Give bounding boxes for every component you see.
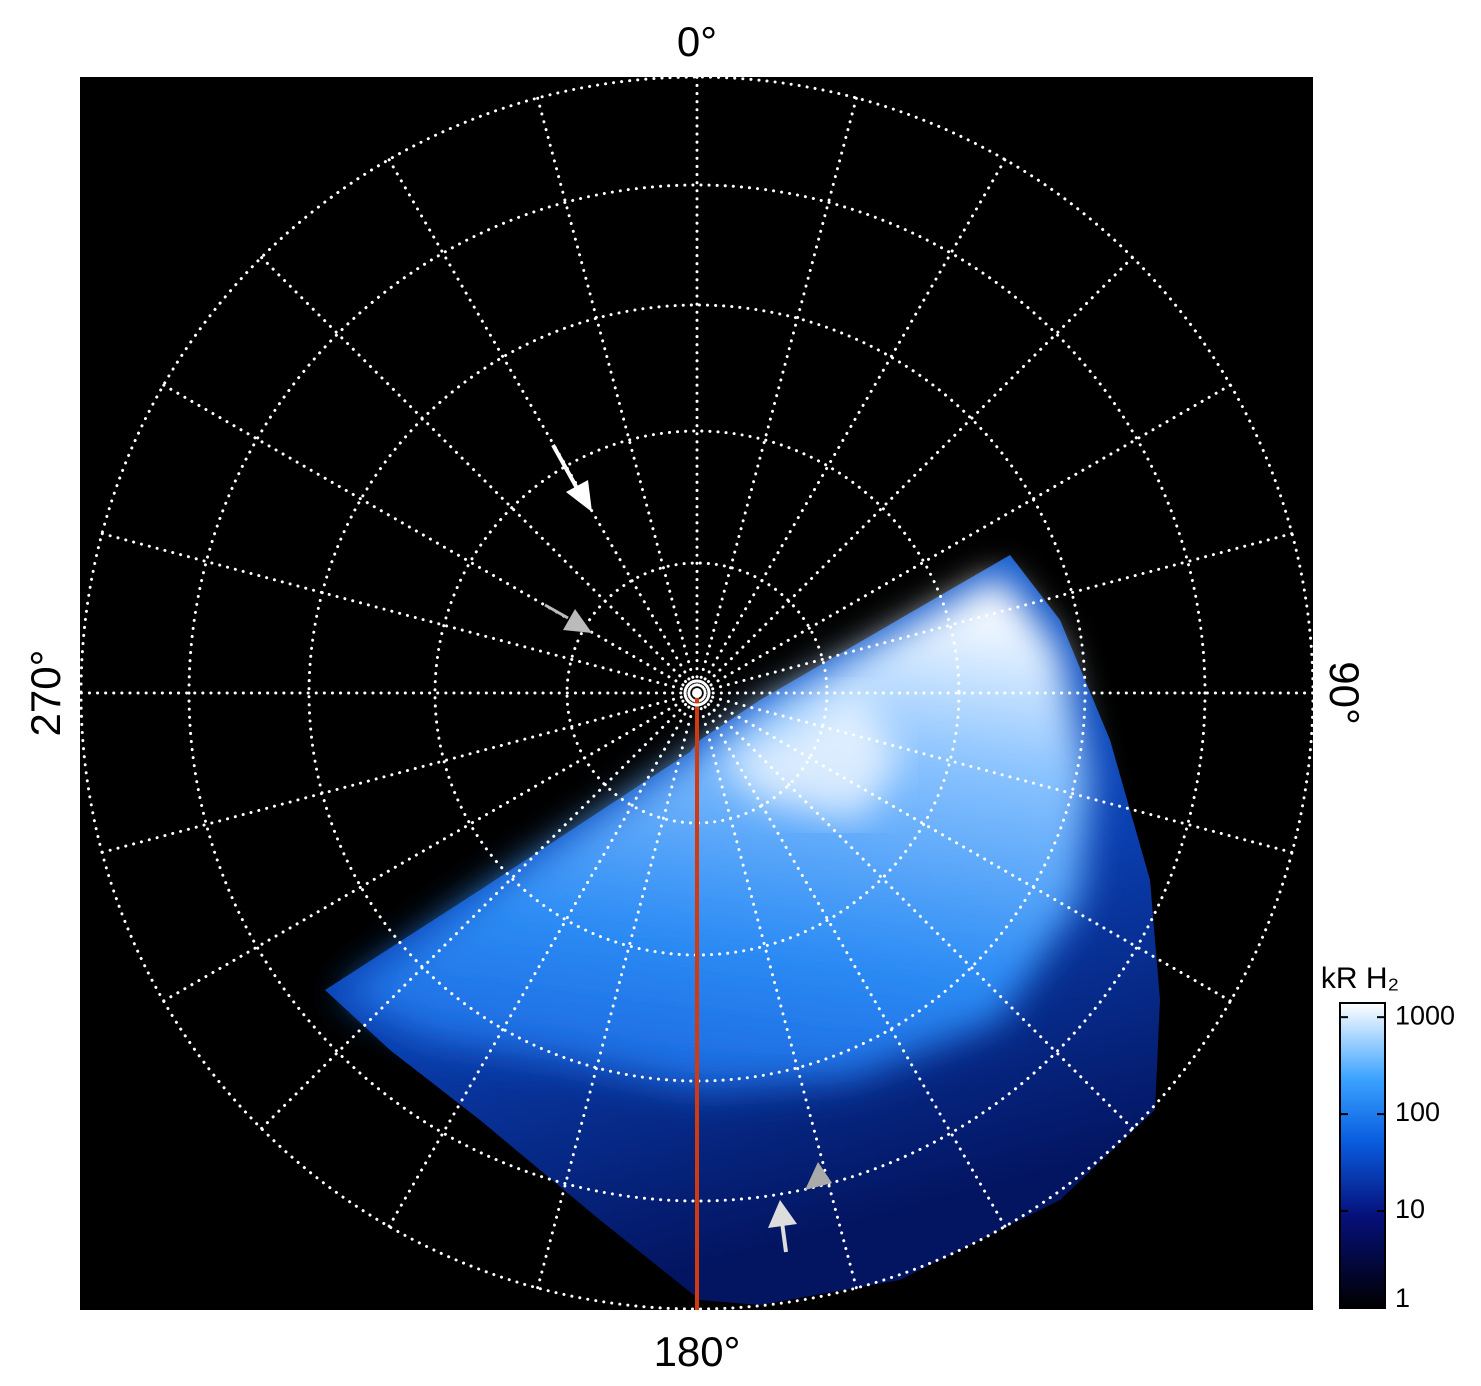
- label-right: 90°: [1321, 661, 1368, 725]
- grid-spoke: [162, 383, 699, 695]
- grid-spoke: [162, 691, 699, 1003]
- arrows: [544, 444, 832, 1253]
- grid-spoke: [387, 158, 699, 695]
- colorbar-tick-label: 1000: [1395, 1000, 1455, 1030]
- arrow-head: [563, 609, 592, 633]
- label-left: 270°: [22, 650, 69, 737]
- pole-marker: [683, 679, 711, 707]
- grid-spoke: [695, 96, 858, 695]
- arrow-shaft: [780, 1221, 788, 1253]
- grid-spoke: [695, 691, 858, 1290]
- arrow-head: [805, 1162, 832, 1190]
- label-bottom: 180°: [654, 1328, 741, 1375]
- grid-spoke: [695, 158, 1007, 695]
- colorbar-title: kR H₂: [1321, 962, 1399, 995]
- grid-spoke: [536, 96, 699, 695]
- colorbar: [1339, 1002, 1386, 1309]
- grid-spoke: [259, 691, 699, 1131]
- label-top: 0°: [677, 18, 717, 65]
- colorbar-ticks: 1 10 100 1000: [1340, 1000, 1455, 1313]
- arrow-head: [768, 1200, 797, 1228]
- grid-circle: [187, 183, 1207, 1203]
- colorbar-tick-label: 1: [1395, 1283, 1410, 1313]
- grid-spoke: [695, 532, 1294, 695]
- grid-spoke: [695, 383, 1232, 695]
- grid-spoke: [259, 255, 699, 695]
- pole-dot: [692, 688, 702, 698]
- colorbar-tick-label: 100: [1395, 1097, 1440, 1127]
- grid-spoke: [536, 691, 699, 1290]
- arrow-head: [566, 480, 592, 512]
- grid-spoke: [387, 691, 699, 1228]
- grid-spoke: [695, 255, 1135, 695]
- grid-spoke: [100, 532, 699, 695]
- grid-spoke: [695, 691, 1007, 1228]
- colorbar-tick-label: 10: [1395, 1194, 1425, 1224]
- aurora: [325, 555, 1160, 1305]
- arrow-shaft: [551, 444, 580, 491]
- grid-spoke: [695, 691, 1135, 1131]
- aurora-bright: [340, 575, 1090, 1090]
- grid-spoke: [695, 691, 1294, 854]
- grid-spoke: [100, 691, 699, 854]
- arrow-shaft: [544, 603, 569, 620]
- grid-circle: [433, 429, 961, 957]
- grid-spoke: [695, 691, 1232, 1003]
